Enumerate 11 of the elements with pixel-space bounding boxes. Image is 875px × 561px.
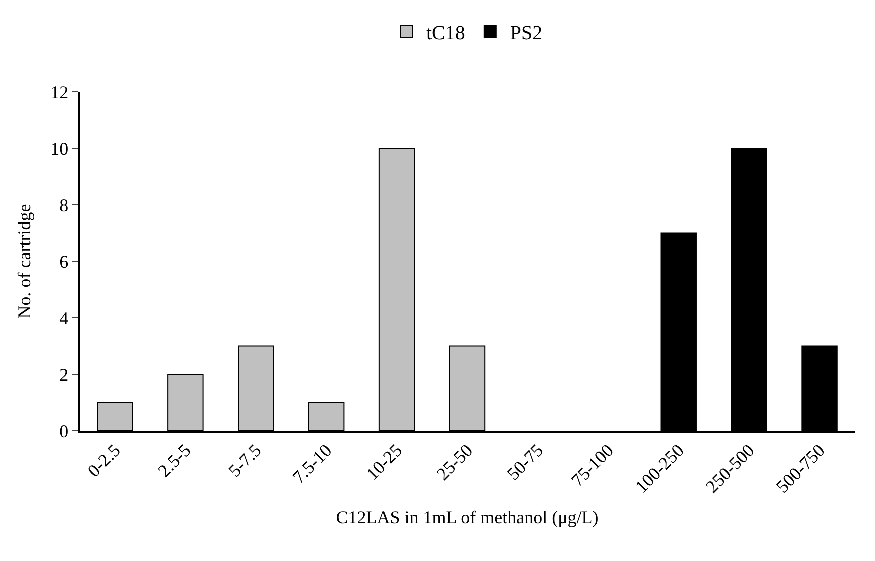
y-tick-label: 0	[60, 421, 69, 442]
y-tick-label: 4	[60, 308, 69, 328]
y-tick-label: 8	[60, 195, 69, 216]
y-tick-label: 10	[50, 138, 69, 159]
y-axis-title: No. of cartridge	[14, 204, 34, 319]
legend-label: tC18	[426, 22, 466, 45]
y-tick-label: 12	[50, 82, 69, 102]
y-tick-label: 2	[60, 364, 69, 385]
x-axis-title: C12LAS in 1mL of methanol (μg/L)	[336, 508, 599, 528]
y-tick-label: 6	[60, 252, 69, 272]
legend-label: PS2	[510, 22, 543, 45]
